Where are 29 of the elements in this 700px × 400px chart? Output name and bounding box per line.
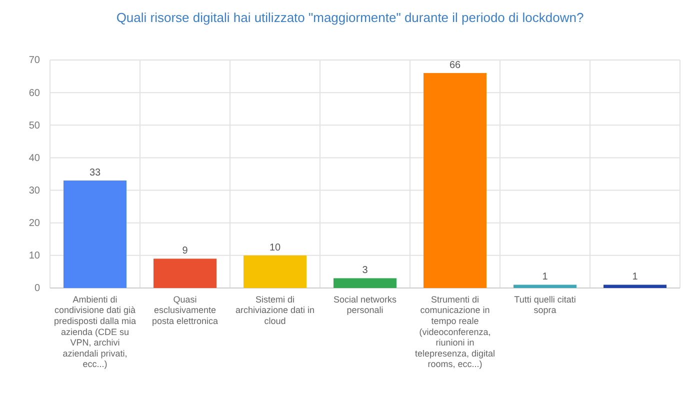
data-label: 3 [362,265,368,276]
data-label: 9 [182,246,188,257]
data-label: 1 [632,272,638,283]
x-tick-label: Quasi esclusivamente posta elettronica [152,294,218,326]
x-tick-label: Tutti quelli citati sopra [514,294,576,316]
y-tick-label: 40 [28,152,40,164]
x-tick-label: Strumenti di comunicazione in tempo reale (videoconferenza, riunioni in telepresenza, digital rooms, ecc...) [414,294,496,370]
data-label: 66 [449,60,461,72]
x-tick-label: Sistemi di archiviazione dati in cloud [235,294,315,326]
bar [244,255,306,288]
chart-title: Quali risorse digitali hai utilizzato "maggiormente" durante il periodo di lockdown? [116,10,584,25]
data-label: 1 [542,272,548,283]
y-tick-label: 50 [28,120,40,132]
bar [514,284,576,288]
data-label: 10 [269,242,281,254]
y-tick-label: 20 [28,218,40,230]
bar [604,284,666,288]
bar [154,258,216,288]
x-tick-label: Ambienti di condivisione dati già predisposti dalla mia azienda (CDE su VPN, archivi aziendali privati, ecc...) [54,294,136,370]
y-tick-label: 60 [28,88,40,99]
bar [424,73,486,288]
y-tick-label: 70 [28,55,40,66]
y-tick-label: 30 [28,185,40,196]
y-tick-label: 0 [34,283,40,294]
y-tick-label: 10 [28,250,40,262]
bar [334,278,396,288]
data-label: 33 [89,168,101,179]
bar [64,180,126,288]
x-tick-label: Social networks personali [333,294,398,316]
